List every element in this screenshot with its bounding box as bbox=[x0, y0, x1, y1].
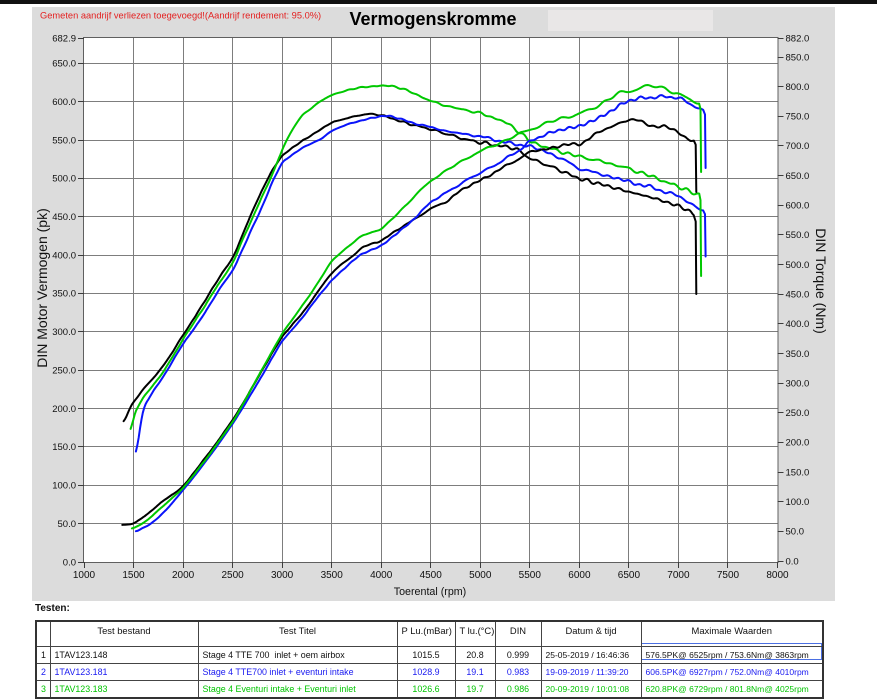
svg-text:550.0: 550.0 bbox=[52, 135, 76, 146]
svg-text:600.0: 600.0 bbox=[786, 201, 810, 212]
svg-text:50.0: 50.0 bbox=[786, 527, 805, 538]
svg-text:850.0: 850.0 bbox=[786, 52, 810, 63]
svg-text:300.0: 300.0 bbox=[786, 378, 810, 389]
svg-text:750.0: 750.0 bbox=[786, 112, 810, 123]
svg-text:882.0: 882.0 bbox=[786, 33, 810, 44]
svg-text:1000: 1000 bbox=[73, 570, 96, 581]
svg-text:7000: 7000 bbox=[667, 570, 690, 581]
svg-text:6000: 6000 bbox=[568, 570, 591, 581]
svg-text:0.0: 0.0 bbox=[786, 556, 799, 567]
svg-text:500.0: 500.0 bbox=[52, 174, 76, 185]
svg-text:700.0: 700.0 bbox=[786, 141, 810, 152]
svg-text:5500: 5500 bbox=[519, 570, 542, 581]
svg-text:5000: 5000 bbox=[469, 570, 492, 581]
svg-text:150.0: 150.0 bbox=[786, 467, 810, 478]
svg-text:3500: 3500 bbox=[321, 570, 344, 581]
svg-text:400.0: 400.0 bbox=[786, 319, 810, 330]
svg-text:200.0: 200.0 bbox=[786, 438, 810, 449]
svg-text:Gemeten aandrijf verliezen toe: Gemeten aandrijf verliezen toegevoegd!(A… bbox=[40, 11, 321, 21]
svg-text:682.9: 682.9 bbox=[52, 33, 76, 44]
svg-text:250.0: 250.0 bbox=[52, 365, 76, 376]
svg-text:350.0: 350.0 bbox=[52, 289, 76, 300]
svg-text:Toerental (rpm): Toerental (rpm) bbox=[394, 586, 466, 598]
svg-text:250.0: 250.0 bbox=[786, 408, 810, 419]
svg-text:650.0: 650.0 bbox=[52, 59, 76, 70]
svg-text:6500: 6500 bbox=[618, 570, 641, 581]
svg-text:600.0: 600.0 bbox=[52, 97, 76, 108]
svg-text:100.0: 100.0 bbox=[786, 497, 810, 508]
svg-text:200.0: 200.0 bbox=[52, 404, 76, 415]
svg-text:DIN Torque (Nm): DIN Torque (Nm) bbox=[813, 228, 829, 334]
svg-text:500.0: 500.0 bbox=[786, 260, 810, 271]
svg-text:DIN Motor Vermogen (pk): DIN Motor Vermogen (pk) bbox=[34, 208, 50, 368]
svg-text:4500: 4500 bbox=[420, 570, 443, 581]
svg-text:650.0: 650.0 bbox=[786, 171, 810, 182]
svg-text:0.0: 0.0 bbox=[63, 557, 76, 568]
svg-text:300.0: 300.0 bbox=[52, 327, 76, 338]
svg-text:100.0: 100.0 bbox=[52, 481, 76, 492]
svg-text:Vermogenskromme: Vermogenskromme bbox=[349, 9, 516, 29]
svg-text:400.0: 400.0 bbox=[52, 250, 76, 261]
svg-text:800.0: 800.0 bbox=[786, 82, 810, 93]
svg-text:150.0: 150.0 bbox=[52, 442, 76, 453]
svg-text:8000: 8000 bbox=[766, 570, 789, 581]
svg-text:3000: 3000 bbox=[271, 570, 294, 581]
svg-text:1500: 1500 bbox=[122, 570, 145, 581]
svg-text:450.0: 450.0 bbox=[786, 290, 810, 301]
svg-text:550.0: 550.0 bbox=[786, 230, 810, 241]
svg-text:2000: 2000 bbox=[172, 570, 195, 581]
svg-text:50.0: 50.0 bbox=[58, 519, 77, 530]
svg-text:7500: 7500 bbox=[717, 570, 740, 581]
svg-text:450.0: 450.0 bbox=[52, 212, 76, 223]
svg-text:4000: 4000 bbox=[370, 570, 393, 581]
svg-text:2500: 2500 bbox=[221, 570, 244, 581]
svg-text:350.0: 350.0 bbox=[786, 349, 810, 360]
